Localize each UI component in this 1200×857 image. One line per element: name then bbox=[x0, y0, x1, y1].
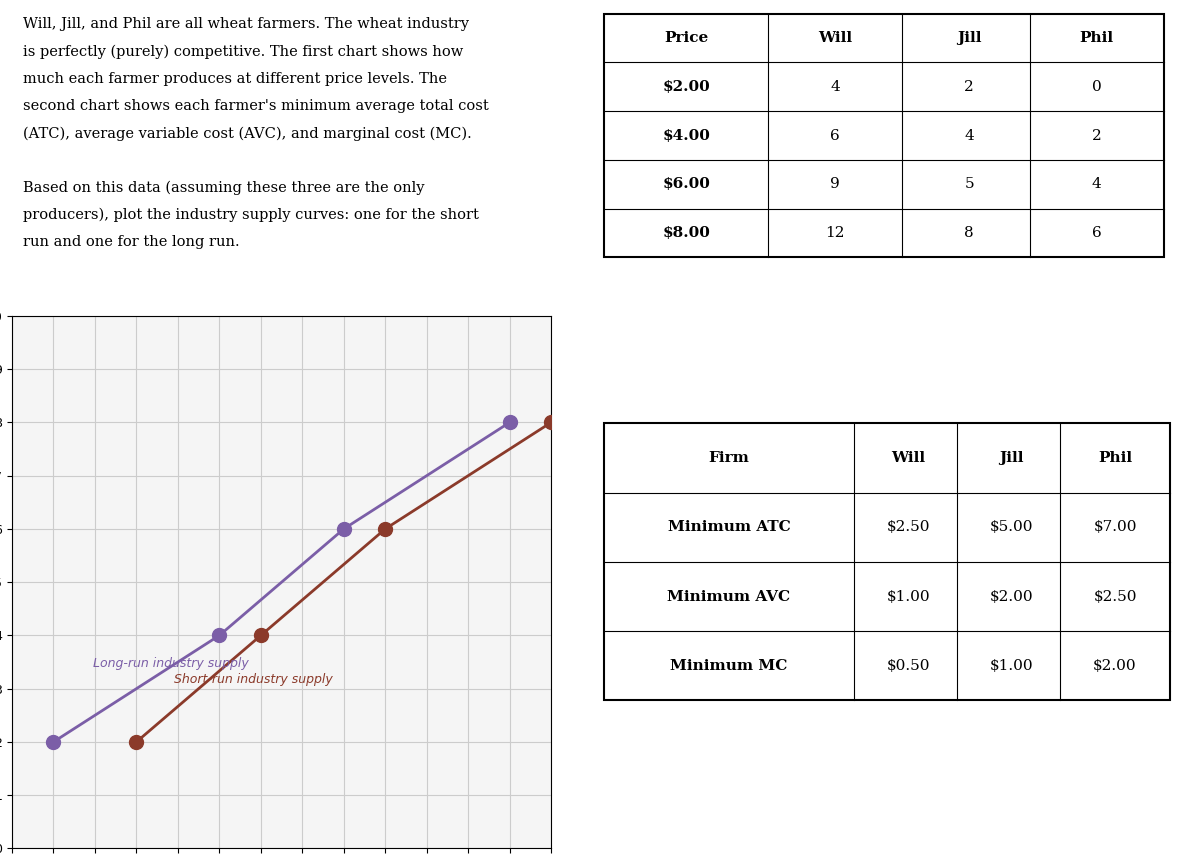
Text: Short-run industry supply: Short-run industry supply bbox=[174, 674, 332, 686]
Text: $2.00: $2.00 bbox=[990, 590, 1033, 603]
Text: 4: 4 bbox=[830, 80, 840, 94]
Text: Price: Price bbox=[665, 31, 708, 45]
Text: 9: 9 bbox=[830, 177, 840, 191]
Text: Will: Will bbox=[892, 451, 925, 465]
Text: second chart shows each farmer's minimum average total cost: second chart shows each farmer's minimum… bbox=[23, 99, 488, 113]
Text: 6: 6 bbox=[1092, 226, 1102, 240]
Text: $6.00: $6.00 bbox=[662, 177, 710, 191]
Bar bbox=[605, 14, 1164, 257]
Text: 0: 0 bbox=[1092, 80, 1102, 94]
Text: 4: 4 bbox=[1092, 177, 1102, 191]
Text: Firm: Firm bbox=[708, 451, 749, 465]
Text: 12: 12 bbox=[826, 226, 845, 240]
Text: Minimum AVC: Minimum AVC bbox=[667, 590, 791, 603]
Text: Will, Jill, and Phil are all wheat farmers. The wheat industry: Will, Jill, and Phil are all wheat farme… bbox=[23, 17, 469, 31]
Text: Minimum MC: Minimum MC bbox=[671, 659, 787, 673]
Text: $2.00: $2.00 bbox=[1093, 659, 1136, 673]
Text: Will: Will bbox=[818, 31, 852, 45]
Text: Phil: Phil bbox=[1080, 31, 1114, 45]
Text: $7.00: $7.00 bbox=[1093, 520, 1136, 534]
Text: Jill: Jill bbox=[1000, 451, 1024, 465]
Text: Phil: Phil bbox=[1098, 451, 1132, 465]
Text: $1.00: $1.00 bbox=[887, 590, 930, 603]
Bar bbox=[605, 423, 1170, 700]
Text: $4.00: $4.00 bbox=[662, 129, 710, 142]
Text: $2.50: $2.50 bbox=[1093, 590, 1136, 603]
Text: (ATC), average variable cost (AVC), and marginal cost (MC).: (ATC), average variable cost (AVC), and … bbox=[23, 126, 472, 141]
Text: $1.00: $1.00 bbox=[990, 659, 1033, 673]
Text: 2: 2 bbox=[965, 80, 974, 94]
Text: $2.50: $2.50 bbox=[887, 520, 930, 534]
Text: producers), plot the industry supply curves: one for the short: producers), plot the industry supply cur… bbox=[23, 208, 479, 222]
Text: is perfectly (purely) competitive. The first chart shows how: is perfectly (purely) competitive. The f… bbox=[23, 45, 463, 59]
Text: 6: 6 bbox=[830, 129, 840, 142]
Text: $5.00: $5.00 bbox=[990, 520, 1033, 534]
Text: 2: 2 bbox=[1092, 129, 1102, 142]
Text: 5: 5 bbox=[965, 177, 974, 191]
Text: $2.00: $2.00 bbox=[662, 80, 710, 94]
Text: Based on this data (assuming these three are the only: Based on this data (assuming these three… bbox=[23, 181, 425, 195]
Text: 8: 8 bbox=[965, 226, 974, 240]
Text: $0.50: $0.50 bbox=[887, 659, 930, 673]
Text: 4: 4 bbox=[965, 129, 974, 142]
Text: Long-run industry supply: Long-run industry supply bbox=[92, 657, 248, 670]
Text: much each farmer produces at different price levels. The: much each farmer produces at different p… bbox=[23, 72, 446, 86]
Text: $8.00: $8.00 bbox=[662, 226, 710, 240]
Text: Jill: Jill bbox=[956, 31, 982, 45]
Text: run and one for the long run.: run and one for the long run. bbox=[23, 235, 240, 249]
Text: Minimum ATC: Minimum ATC bbox=[667, 520, 791, 534]
